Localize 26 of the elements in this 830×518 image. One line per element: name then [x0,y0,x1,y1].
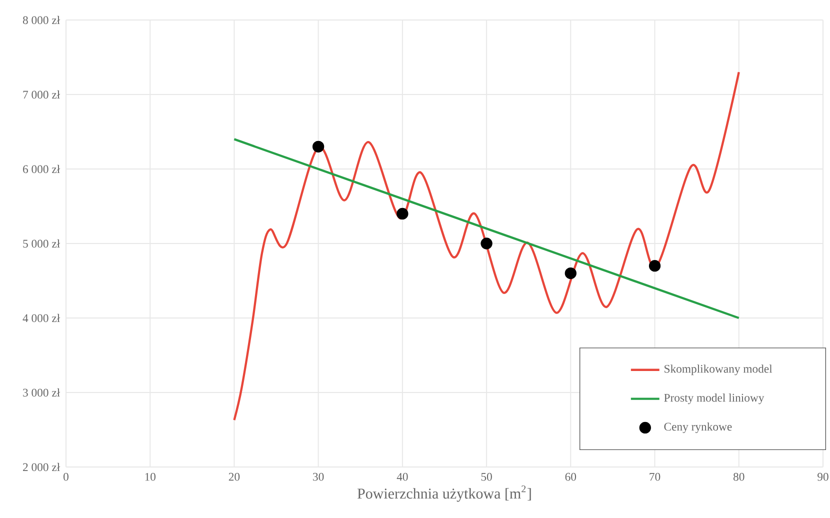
point [564,267,576,280]
legend-label: Ceny rynkowe [664,422,732,434]
x-tick-label: 30 [313,472,324,481]
point [396,208,408,220]
y-tick-label: 4 000 zł [22,314,60,322]
y-tick-label: 2 000 zł [23,462,60,472]
y-tick-label: 7 000 zł [23,90,60,99]
y-tick-label: 5 000 zł [23,239,60,248]
x-tick-label: 50 [481,472,492,481]
x-axis-title: Powierzchnia użytkowa [m$^{2}$] [357,486,531,502]
y-tick-label: 6 000 zł [23,164,60,174]
legend-label: Skomplikowany model [664,364,772,376]
x-tick-label: 90 [818,472,828,481]
x-tick-label: 70 [650,472,660,481]
x-tick-label: 60 [565,472,576,481]
x-tick-label: 10 [145,472,156,481]
x-tick-label: 40 [396,472,408,481]
x-tick-label: 20 [228,472,240,481]
legend-label: Prosty model liniowy [664,394,764,404]
x-tick-label: 0 [64,472,68,481]
y-tick-label: 8 000 zł [22,16,60,24]
y-tick-label: 3 000 zł [23,388,60,397]
point [648,260,661,272]
point [480,238,492,250]
x-tick-label: 80 [733,472,744,481]
point [312,140,324,152]
